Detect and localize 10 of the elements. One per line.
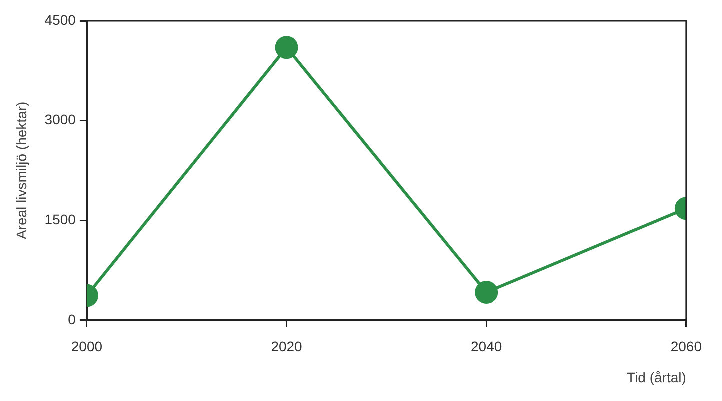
y-tick-label: 3000	[44, 112, 76, 128]
y-axis-title: Areal livsmiljö (hektar)	[13, 102, 30, 240]
y-tick-label: 4500	[44, 12, 76, 28]
y-tick-label: 0	[68, 311, 76, 328]
y-tick-label: 1500	[44, 211, 76, 228]
x-tick-label: 2060	[670, 338, 702, 355]
x-axis-title: Tid (årtal)	[627, 369, 686, 386]
x-tick-label: 2040	[471, 338, 502, 355]
x-tick-label: 2000	[71, 338, 103, 355]
x-tick-label: 2020	[271, 338, 303, 355]
